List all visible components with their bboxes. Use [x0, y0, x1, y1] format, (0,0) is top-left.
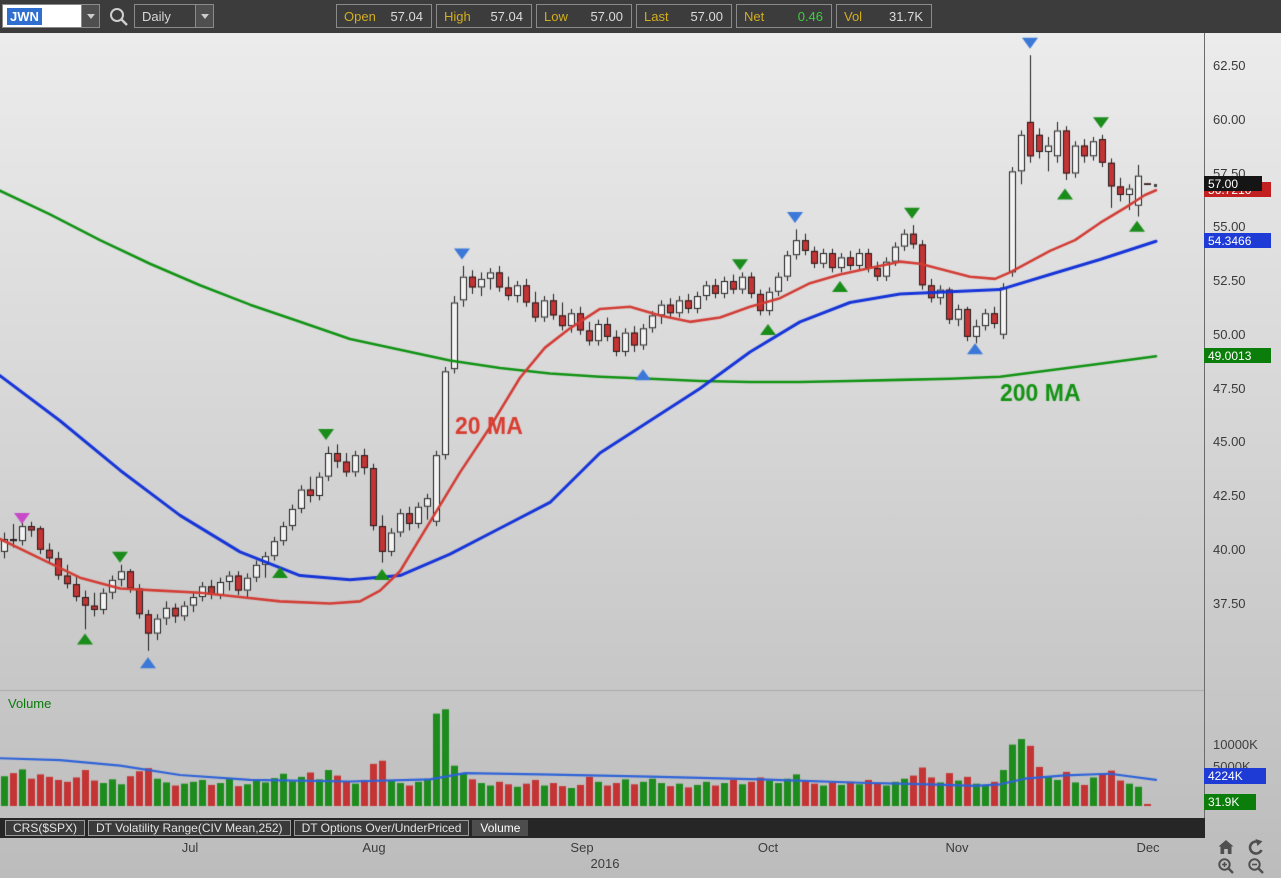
price-axis-tick: 40.00: [1213, 541, 1246, 557]
quote-bar: Open 57.04 High 57.04 Low 57.00 Last 57.00 Net 0.…: [336, 4, 932, 28]
price-axis-tick: 47.50: [1213, 380, 1246, 396]
period-combo[interactable]: Daily: [134, 4, 214, 28]
chevron-down-icon: [86, 13, 95, 19]
home-button[interactable]: [1216, 837, 1236, 856]
symbol-input[interactable]: JWN: [3, 5, 81, 27]
quote-value: 0.46: [797, 8, 823, 24]
month-label-oct: Oct: [757, 840, 779, 855]
quote-field-high: High 57.04: [436, 4, 532, 28]
volume-ma-badge: 4224K: [1204, 768, 1266, 784]
quote-label: Open: [344, 8, 376, 24]
last-price-badge: 57.00: [1204, 176, 1262, 191]
month-label-nov: Nov: [945, 840, 969, 855]
price-axis-tick: 42.50: [1213, 488, 1246, 503]
price-axis-tick: 62.50: [1213, 58, 1246, 73]
symbol-text: JWN: [7, 7, 42, 25]
quote-label: Vol: [844, 8, 863, 24]
quote-label: Net: [744, 8, 765, 24]
price-axis-tick: 55.00: [1213, 219, 1246, 235]
tab-volume[interactable]: Volume: [472, 820, 529, 836]
chevron-down-icon: [200, 13, 209, 19]
symbol-box: JWN: [2, 4, 100, 28]
ma50-price-badge: 54.3466: [1204, 233, 1271, 248]
indicator-tab-bar: CRS($SPX) DT Volatility Range(CIV Mean,25…: [0, 818, 1205, 838]
price-axis-tick: 37.50: [1213, 595, 1246, 611]
quote-label: Low: [544, 8, 568, 24]
quote-field-net: Net 0.46: [736, 4, 832, 28]
quote-label: High: [444, 8, 471, 24]
quote-field-vol: Vol 31.7K: [836, 4, 932, 28]
quote-value: 31.7K: [889, 8, 923, 24]
search-icon: [110, 8, 128, 26]
zoom-out-icon: [1248, 857, 1264, 874]
undo-icon: [1248, 838, 1263, 855]
ma200-price-badge: 49.0013: [1204, 348, 1271, 363]
price-axis-tick: 45.00: [1213, 434, 1246, 450]
price-axis-tick: 60.00: [1213, 111, 1246, 127]
quote-label: Last: [644, 8, 669, 24]
month-label-dec: Dec: [1136, 840, 1160, 855]
tab-crs-spx[interactable]: CRS($SPX): [5, 820, 86, 836]
zoom-in-icon: [1218, 857, 1234, 874]
quote-field-open: Open 57.04: [336, 4, 432, 28]
home-icon: [1218, 839, 1234, 854]
search-button[interactable]: [107, 5, 131, 29]
zoom-out-button[interactable]: [1246, 856, 1266, 875]
volume-last-badge: 31.9K: [1204, 794, 1256, 810]
toolbar: JWN Daily Open 57.04 High 57.04 Low 57.00 Last…: [0, 0, 1281, 33]
month-label-aug: Aug: [362, 840, 386, 855]
period-dropdown-button[interactable]: [195, 5, 213, 27]
quote-value: 57.00: [690, 8, 723, 24]
price-chart-canvas[interactable]: [0, 33, 1204, 818]
symbol-dropdown-button[interactable]: [81, 5, 99, 27]
price-axis-tick: 50.00: [1213, 326, 1246, 342]
undo-button[interactable]: [1246, 837, 1266, 856]
tab-dt-volatility-range-civ-mean-252[interactable]: DT Volatility Range(CIV Mean,252): [88, 820, 291, 836]
year-label: 2016: [590, 856, 620, 871]
volume-axis-tick-10000k: 10000K: [1213, 737, 1258, 752]
month-label-jul: Jul: [181, 840, 199, 855]
price-axis-tick: 52.50: [1213, 273, 1246, 288]
quote-value: 57.04: [390, 8, 423, 24]
quote-field-low: Low 57.00: [536, 4, 632, 28]
month-label-sep: Sep: [570, 840, 594, 855]
quote-field-last: Last 57.00: [636, 4, 732, 28]
quote-value: 57.04: [490, 8, 523, 24]
tab-dt-options-over-underpriced[interactable]: DT Options Over/UnderPriced: [293, 820, 470, 836]
quote-value: 57.00: [590, 8, 623, 24]
zoom-in-button[interactable]: [1216, 856, 1236, 875]
volume-pane-label: Volume: [8, 696, 52, 711]
period-label: Daily: [142, 8, 171, 24]
axis-separator: [1204, 33, 1205, 818]
